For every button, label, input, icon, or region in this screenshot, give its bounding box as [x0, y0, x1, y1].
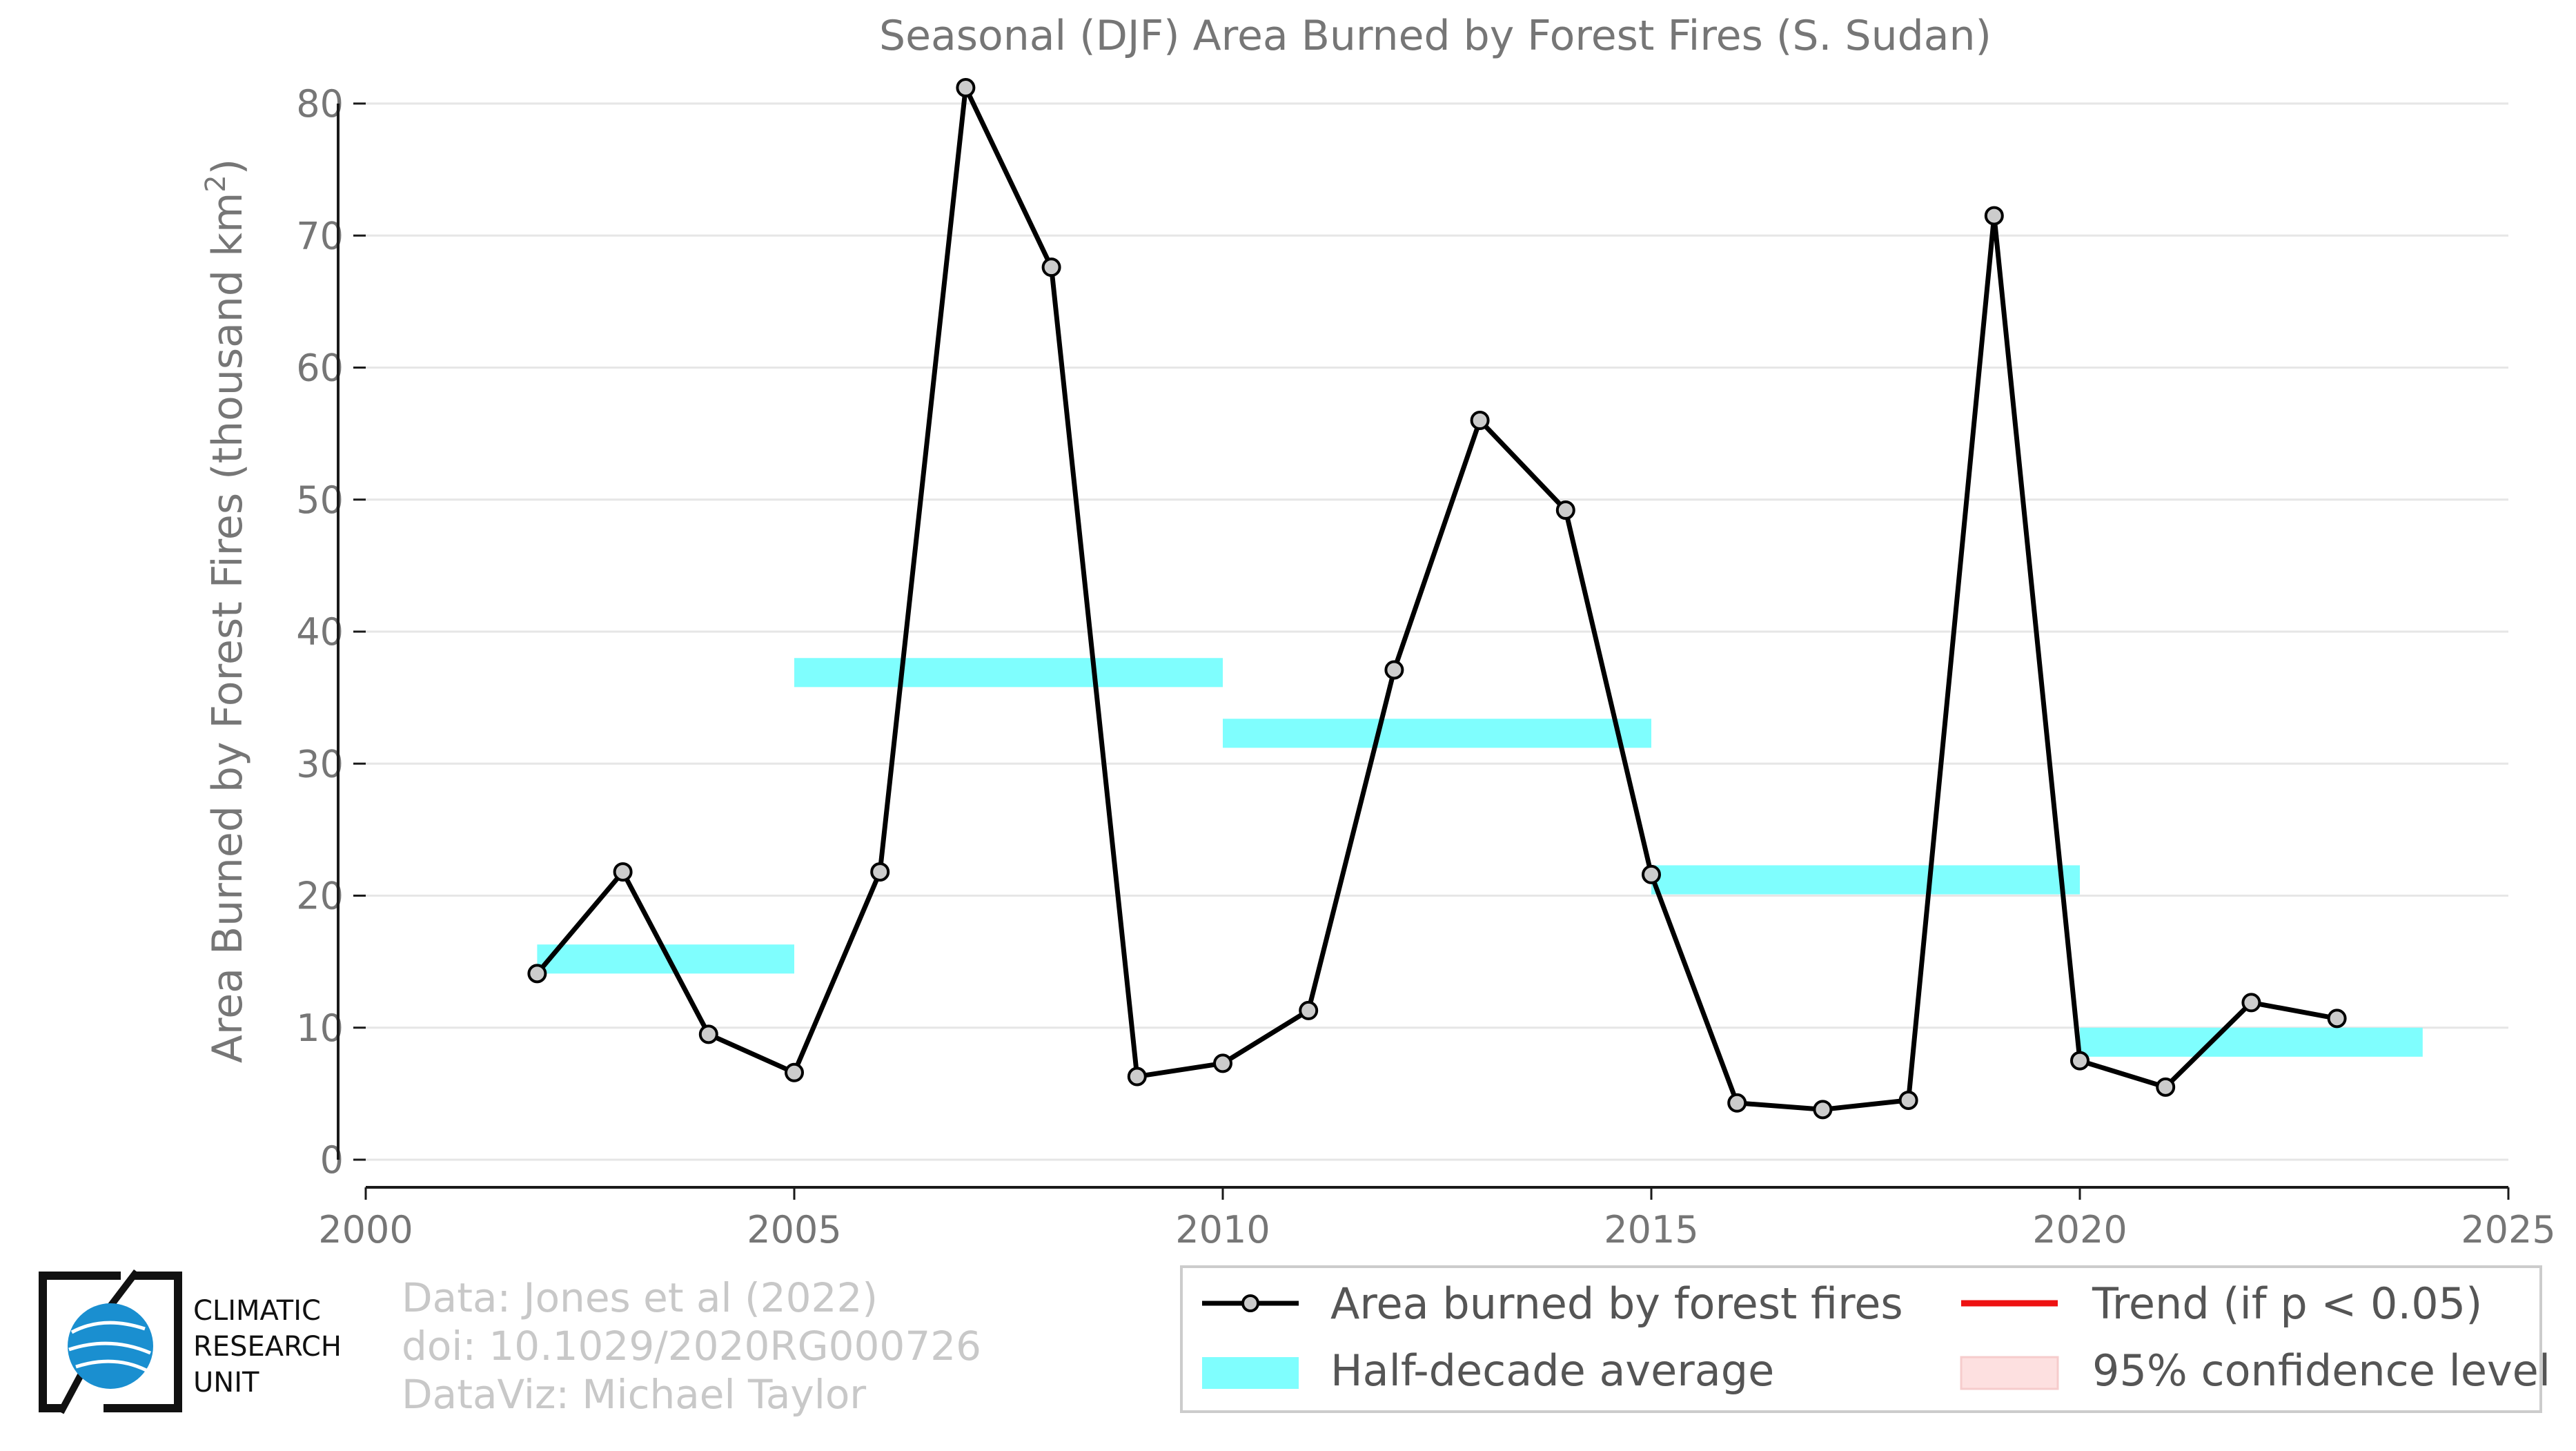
globe-swirl-1 [70, 1321, 146, 1334]
x-tick-label-2005: 2005 [747, 1208, 841, 1252]
logo-text-climatic: CLIMATIC [193, 1295, 321, 1327]
legend-label-confidence: 95% confidence level [2092, 1345, 2550, 1396]
data-point-2009 [1127, 1067, 1147, 1087]
y-tick-label-20: 20 [296, 875, 344, 918]
data-point-2013 [1470, 411, 1490, 430]
logo-frame-slash [108, 1269, 139, 1309]
gridlines [366, 102, 2508, 1161]
credit-data-source: Data: Jones et al (2022) [402, 1274, 878, 1321]
data-point-2023 [2327, 1009, 2347, 1029]
legend-entry-confidence: 95% confidence level [1960, 1345, 2550, 1396]
y-tick-label-30: 30 [296, 742, 344, 786]
y-tick-label-70: 70 [296, 214, 344, 257]
y-tick-label-80: 80 [296, 82, 344, 126]
data-point-2017 [1813, 1100, 1833, 1120]
y-tick-label-40: 40 [296, 610, 344, 654]
half-decade-average-bands [537, 658, 2423, 1057]
data-point-2019 [1984, 206, 2004, 226]
data-point-2004 [698, 1024, 718, 1044]
y-tick-label-50: 50 [296, 478, 344, 522]
data-point-2010 [1213, 1053, 1232, 1073]
logo-frame-left [39, 1272, 121, 1412]
y-tick-label-0: 0 [320, 1138, 344, 1182]
half-decade-bar-2010 [1223, 719, 1651, 748]
logo-frame-slash-lower [57, 1372, 85, 1414]
data-point-2018 [1898, 1090, 1918, 1110]
legend-label-trend: Trend (if p < 0.05) [2092, 1278, 2482, 1329]
data-point-2021 [2156, 1077, 2176, 1097]
credit-doi: doi: 10.1029/2020RG000726 [402, 1323, 981, 1370]
x-tick-label-2025: 2025 [2461, 1208, 2555, 1252]
globe-swirl-3 [75, 1359, 148, 1372]
y-tick-label-60: 60 [296, 347, 344, 390]
globe-swirl-2 [68, 1341, 151, 1355]
x-tick-label-2000: 2000 [318, 1208, 413, 1252]
x-tick-label-2015: 2015 [1604, 1208, 1698, 1252]
data-point-2007 [956, 78, 976, 98]
y-axis-title-end: ) [204, 159, 252, 175]
data-point-2016 [1727, 1093, 1747, 1113]
legend: Area burned by forest fires Trend (if p … [1180, 1265, 2550, 1413]
y-axis-title-main: Area Burned by Forest Fires (thousand km [204, 193, 252, 1063]
legend-label-series: Area burned by forest fires [1330, 1278, 1903, 1329]
legend-entry-trend: Trend (if p < 0.05) [1961, 1278, 2482, 1329]
x-tick-label-2020: 2020 [2032, 1208, 2127, 1252]
data-point-2022 [2241, 993, 2261, 1013]
data-point-2008 [1041, 257, 1061, 277]
y-axis-title-superscript: 2 [200, 175, 232, 192]
data-point-2014 [1555, 500, 1575, 520]
data-point-2005 [785, 1062, 804, 1082]
logo-text-unit: UNIT [193, 1367, 259, 1399]
legend-swatch-half-decade [1202, 1357, 1299, 1389]
legend-label-half-decade: Half-decade average [1330, 1345, 1774, 1396]
credit-dataviz: DataViz: Michael Taylor [402, 1371, 866, 1418]
logo-text-research: RESEARCH [193, 1331, 342, 1363]
data-point-2002 [527, 964, 547, 984]
legend-swatch-series-marker [1241, 1294, 1259, 1312]
legend-swatch-confidence [1960, 1356, 2059, 1390]
axes: 0 10 20 30 40 50 60 70 80 2000 2005 2010 2015 2020 202… [296, 82, 2555, 1252]
x-tick-label-2010: 2010 [1175, 1208, 1270, 1252]
y-axis-title: Area Burned by Forest Fires (thousand km… [200, 159, 252, 1063]
legend-entry-series: Area burned by forest fires [1202, 1278, 1903, 1329]
half-decade-bar-2020 [2080, 1027, 2423, 1057]
series-line [534, 85, 2340, 1112]
data-point-2006 [870, 862, 890, 882]
legend-entry-half-decade: Half-decade average [1202, 1345, 1774, 1396]
legend-box [1180, 1265, 2542, 1413]
y-tick-label-10: 10 [296, 1006, 344, 1050]
data-point-2015 [1642, 864, 1661, 884]
chart-title: Seasonal (DJF) Area Burned by Forest Fir… [879, 12, 1992, 60]
series-area-burned [534, 85, 2340, 1112]
data-point-2020 [2070, 1051, 2090, 1071]
logo-frame-right [104, 1272, 182, 1412]
series-points [527, 78, 2347, 1120]
half-decade-bar-2015 [1651, 865, 2080, 895]
data-point-2003 [613, 862, 633, 882]
cru-logo: CLIMATIC RESEARCH UNIT [39, 1269, 342, 1414]
half-decade-bar-2005 [794, 658, 1223, 688]
data-point-2012 [1384, 660, 1404, 680]
data-point-2011 [1299, 1000, 1319, 1020]
